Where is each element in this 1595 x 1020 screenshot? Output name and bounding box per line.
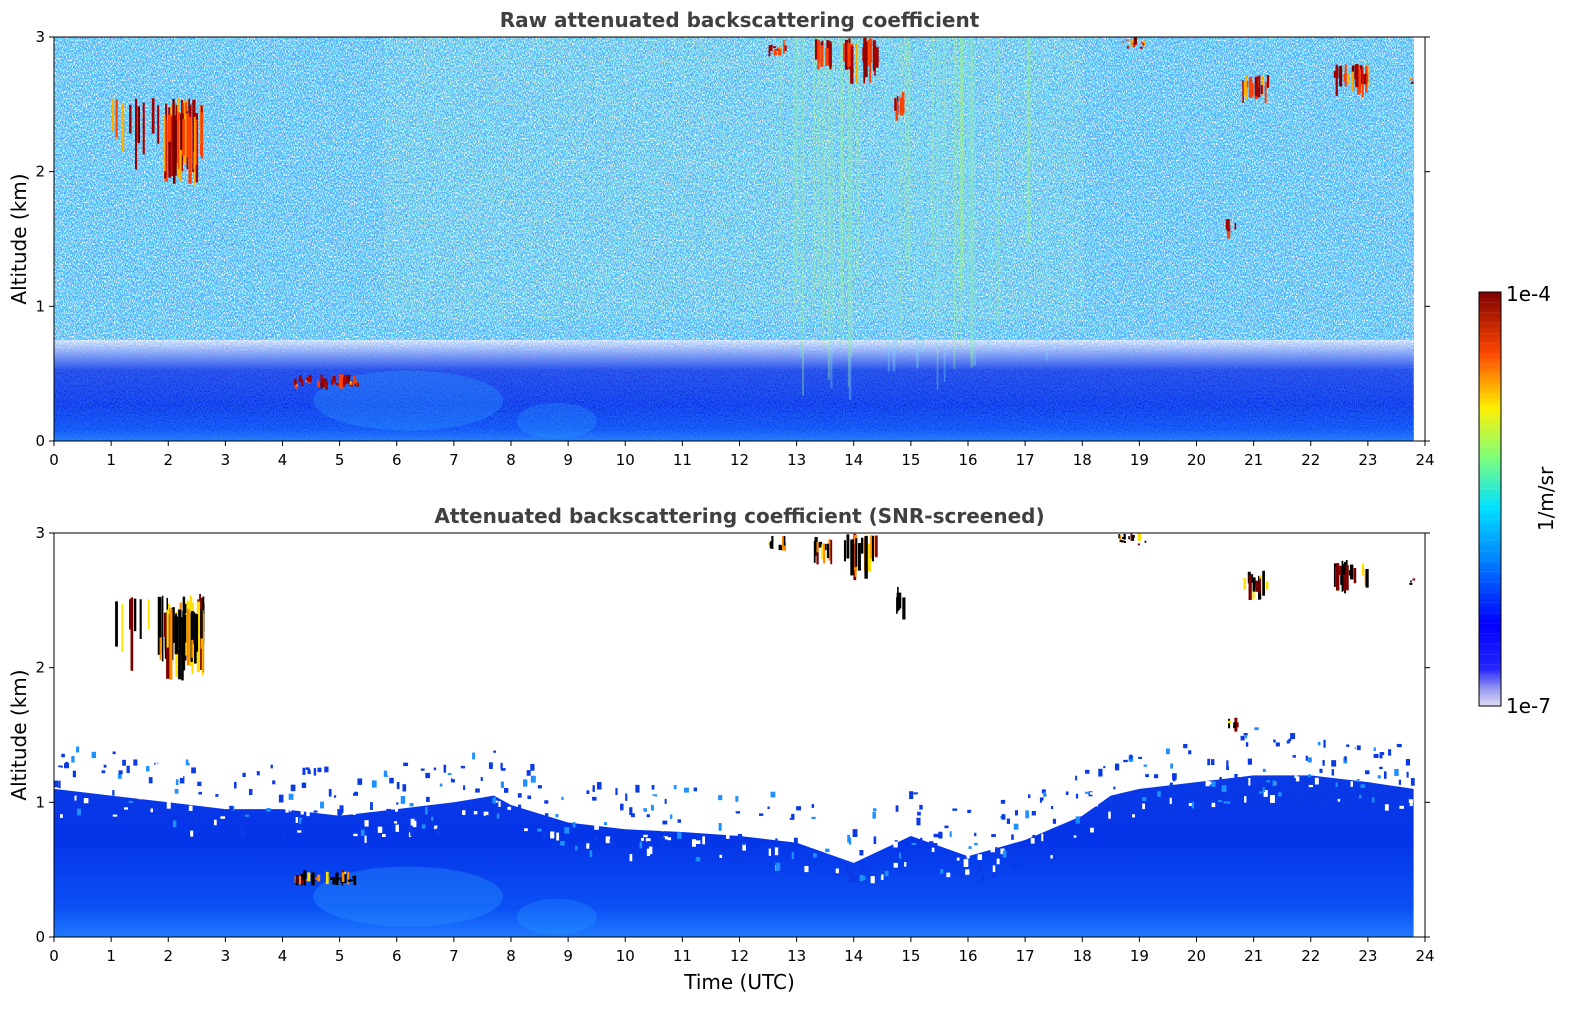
y-axis-label: Altitude (km)	[7, 173, 31, 304]
y-tick-label: 1	[35, 297, 45, 315]
x-tick-label: 22	[1301, 451, 1320, 469]
x-tick-label: 12	[730, 451, 749, 469]
panel-title: Attenuated backscattering coefficient (S…	[434, 504, 1044, 528]
x-tick-label: 8	[506, 451, 516, 469]
x-tick-label: 8	[506, 947, 516, 965]
x-tick-label: 1	[106, 947, 116, 965]
x-tick-label: 4	[278, 947, 288, 965]
x-tick-label: 3	[221, 947, 231, 965]
colorbar-min-label: 1e-7	[1506, 694, 1551, 718]
colorbar-frame	[1478, 291, 1502, 707]
x-tick-label: 19	[1130, 947, 1149, 965]
x-tick-label: 16	[958, 451, 977, 469]
colorbar-gradient	[1479, 292, 1501, 706]
colorbar-unit-label: 1/m/sr	[1534, 466, 1558, 531]
x-axis: 0 1 2 3 4 5 6 7 8 9 10 11 12 13 14 15 16 17 18 19 20 21 22 23 24	[49, 441, 1435, 469]
panel-1: 0 1 2 3 4 5 6 7 8 9 10 11 12 13 14 15 16 17 18 19 20 21 22 23 24…	[7, 8, 1435, 469]
x-tick-label: 4	[278, 451, 288, 469]
colorbar-max-label: 1e-4	[1506, 282, 1551, 306]
y-axis: 0 1 2 3	[35, 28, 1430, 450]
x-tick-label: 18	[1073, 451, 1092, 469]
x-tick-label: 24	[1415, 947, 1434, 965]
x-tick-label: 2	[163, 451, 173, 469]
x-tick-label: 10	[616, 451, 635, 469]
cloud-layer	[111, 37, 1414, 390]
x-tick-label: 12	[730, 947, 749, 965]
heatmap-field	[54, 37, 1425, 441]
panel-2: 0 1 2 3 4 5 6 7 8 9 10 11 12 13 14 15 16 17 18 19 20 21 22 23 24…	[7, 504, 1435, 994]
y-axis-label: Altitude (km)	[7, 669, 31, 800]
x-tick-label: 3	[221, 451, 231, 469]
x-tick-label: 13	[787, 451, 806, 469]
x-tick-label: 14	[844, 451, 863, 469]
x-tick-label: 18	[1073, 947, 1092, 965]
y-tick-label: 0	[35, 928, 45, 946]
x-tick-label: 0	[49, 451, 59, 469]
x-tick-label: 2	[163, 947, 173, 965]
y-tick-label: 1	[35, 793, 45, 811]
x-tick-label: 21	[1244, 947, 1263, 965]
y-tick-label: 0	[35, 432, 45, 450]
x-tick-label: 21	[1244, 451, 1263, 469]
x-tick-label: 10	[616, 947, 635, 965]
x-axis-label: Time (UTC)	[683, 970, 795, 994]
x-tick-label: 22	[1301, 947, 1320, 965]
heatmap-field	[54, 533, 1425, 937]
x-tick-label: 14	[844, 947, 863, 965]
x-tick-label: 20	[1187, 451, 1206, 469]
x-tick-label: 7	[449, 451, 459, 469]
x-tick-label: 17	[1016, 947, 1035, 965]
x-tick-label: 11	[673, 947, 692, 965]
x-tick-label: 23	[1358, 947, 1377, 965]
x-tick-label: 16	[958, 947, 977, 965]
cloud-layer	[115, 533, 1416, 886]
x-tick-label: 19	[1130, 451, 1149, 469]
x-tick-label: 11	[673, 451, 692, 469]
x-tick-label: 0	[49, 947, 59, 965]
x-tick-label: 20	[1187, 947, 1206, 965]
x-tick-label: 15	[901, 451, 920, 469]
x-tick-label: 15	[901, 947, 920, 965]
panel-title: Raw attenuated backscattering coefficien…	[500, 8, 980, 32]
x-tick-label: 6	[392, 947, 402, 965]
y-tick-label: 3	[35, 524, 45, 542]
x-tick-label: 7	[449, 947, 459, 965]
x-tick-label: 1	[106, 451, 116, 469]
y-tick-label: 2	[35, 163, 45, 181]
x-tick-label: 17	[1016, 451, 1035, 469]
x-tick-label: 9	[563, 947, 573, 965]
x-tick-label: 9	[563, 451, 573, 469]
x-axis: 0 1 2 3 4 5 6 7 8 9 10 11 12 13 14 15 16 17 18 19 20 21 22 23 24	[49, 937, 1435, 965]
x-tick-label: 5	[335, 947, 345, 965]
y-tick-label: 3	[35, 28, 45, 46]
x-tick-label: 5	[335, 451, 345, 469]
x-tick-label: 6	[392, 451, 402, 469]
y-tick-label: 2	[35, 659, 45, 677]
x-tick-label: 23	[1358, 451, 1377, 469]
x-tick-label: 13	[787, 947, 806, 965]
x-tick-label: 24	[1415, 451, 1434, 469]
y-axis: 0 1 2 3	[35, 524, 1430, 946]
